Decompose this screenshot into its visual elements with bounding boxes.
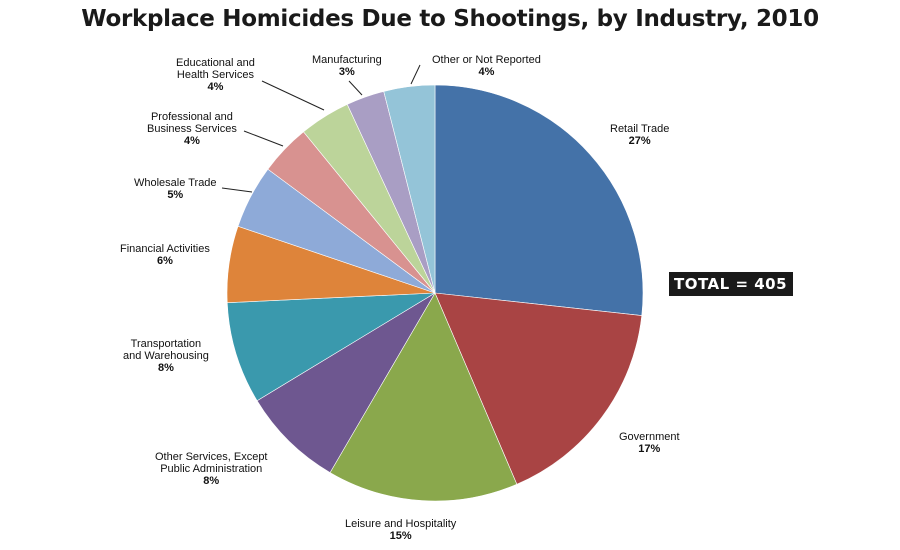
slice-name: Professional and (150, 111, 233, 123)
leader-line (410, 64, 421, 85)
slice-percent: 4% (207, 81, 224, 93)
slice-percent: 8% (203, 475, 220, 487)
slice-name: Wholesale Trade (134, 177, 217, 189)
slice-name: Government (619, 431, 680, 443)
slice-percent: 4% (183, 135, 200, 147)
leader-line (348, 80, 363, 96)
slice-name: Health Services (176, 69, 254, 81)
slice-percent: 3% (338, 66, 355, 78)
slice-label: Retail Trade 27% (610, 123, 669, 147)
slice-name: Other Services, Except (155, 451, 268, 463)
leader-line (221, 187, 253, 193)
slice-percent: 4% (478, 66, 495, 78)
pie-slice (383, 84, 436, 294)
slice-name: Business Services (147, 123, 237, 135)
slice-label: Professional and Business Services 4% (147, 111, 237, 147)
slice-label: Other Services, Except Public Administrat… (155, 451, 268, 487)
slice-percent: 15% (389, 530, 412, 542)
slice-percent: 8% (157, 362, 174, 374)
slice-label: Manufacturing 3% (312, 54, 382, 78)
pie-slice (434, 292, 643, 485)
slice-name: Retail Trade (610, 123, 670, 135)
slice-label: Government 17% (619, 431, 680, 455)
slice-name: Financial Activities (120, 243, 210, 255)
chart-title: Workplace Homicides Due to Shootings, by… (81, 6, 819, 32)
pie-slice (434, 84, 644, 316)
slice-name: Other or Not Reported (432, 54, 541, 66)
slice-name: Educational and (176, 57, 255, 69)
pie-slice (256, 292, 436, 474)
total-badge: TOTAL = 405 (669, 272, 794, 296)
slice-label: Financial Activities 6% (120, 243, 210, 267)
slice-percent: 27% (628, 135, 651, 147)
slice-name: Public Administration (160, 463, 263, 475)
slice-percent: 6% (156, 255, 173, 267)
slice-label: Other or Not Reported 4% (432, 54, 541, 78)
slice-name: Transportation (130, 338, 202, 350)
slice-label: Leisure and Hospitality 15% (345, 518, 456, 542)
leader-line (261, 80, 325, 111)
leader-line (243, 130, 284, 147)
slice-label: Transportation and Warehousing 8% (123, 338, 209, 374)
pie-slice (329, 292, 518, 502)
slice-name: Manufacturing (312, 54, 382, 66)
slice-percent: 5% (167, 189, 184, 201)
slice-name: Leisure and Hospitality (345, 518, 457, 530)
slice-label: Wholesale Trade 5% (134, 177, 217, 201)
slice-name: and Warehousing (123, 350, 209, 362)
pie-slice (226, 292, 436, 402)
slice-percent: 17% (638, 443, 661, 455)
slice-label: Educational and Health Services 4% (176, 57, 255, 93)
